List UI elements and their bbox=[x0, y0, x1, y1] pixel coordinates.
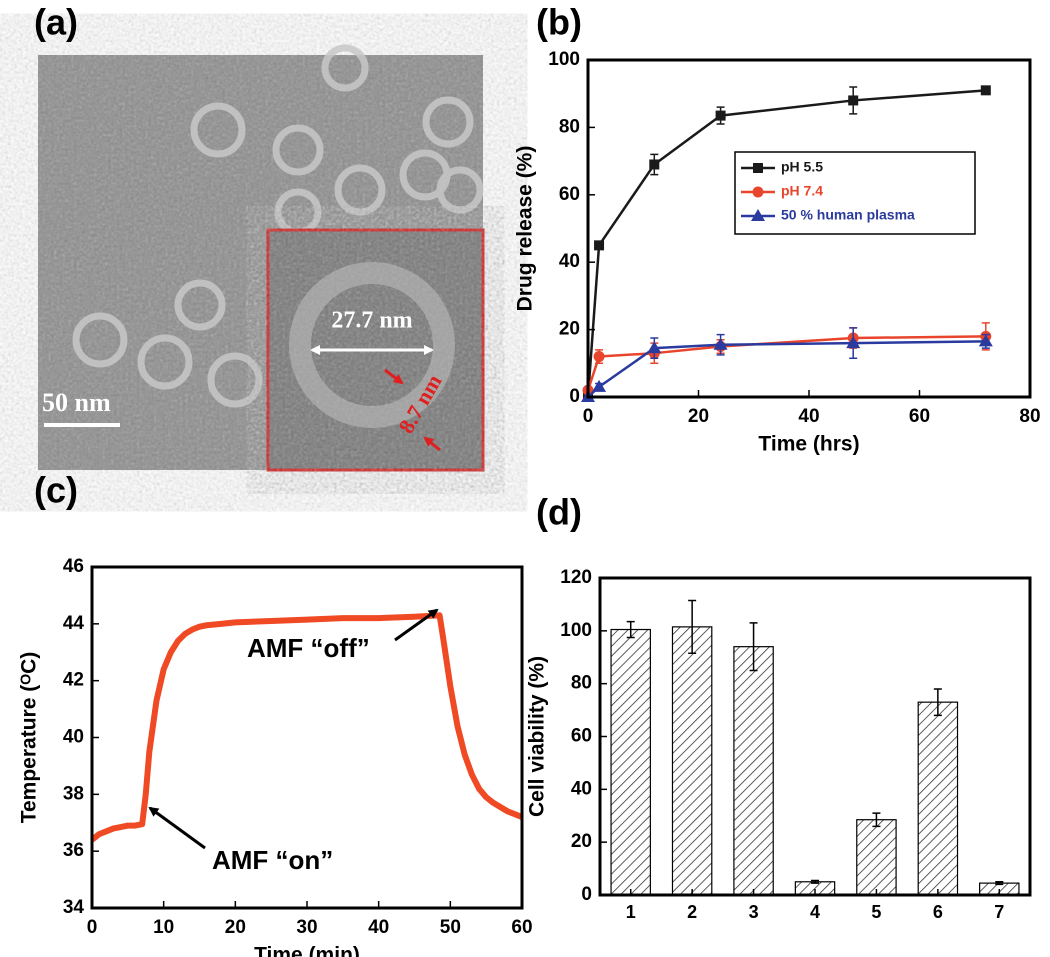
x-tick-label: 50 bbox=[440, 917, 461, 938]
x-tick-label: 4 bbox=[810, 902, 820, 922]
y-axis-label: Temperature (ᴼC) bbox=[18, 652, 41, 824]
x-tick-label: 20 bbox=[225, 917, 246, 938]
error-bar bbox=[749, 622, 758, 672]
panel-label: (d) bbox=[536, 492, 582, 533]
x-tick-label: 1 bbox=[626, 902, 636, 922]
x-tick-label: 40 bbox=[368, 917, 389, 938]
bar bbox=[917, 701, 959, 896]
plot-frame bbox=[598, 576, 1032, 897]
y-tick-label: 80 bbox=[559, 116, 580, 137]
error-bar bbox=[688, 599, 697, 655]
series-line bbox=[586, 335, 986, 391]
x-tick-label: 0 bbox=[583, 406, 594, 427]
y-axis-label: Drug release (%) bbox=[514, 146, 537, 312]
error-bar bbox=[872, 812, 881, 828]
y-tick-label: 46 bbox=[63, 556, 84, 577]
x-tick-label: 5 bbox=[871, 902, 881, 922]
x-tick-label: 6 bbox=[933, 902, 943, 922]
marker bbox=[978, 334, 993, 347]
x-tick-label: 30 bbox=[296, 917, 317, 938]
y-tick-label: 60 bbox=[559, 184, 580, 205]
y-axis-label: Cell viability (%) bbox=[526, 656, 549, 817]
error-bar bbox=[995, 881, 1004, 886]
y-tick-label: 60 bbox=[571, 726, 592, 747]
annotation-arrow bbox=[394, 608, 439, 642]
marker bbox=[592, 379, 607, 392]
marker bbox=[649, 159, 660, 170]
y-tick-label: 20 bbox=[559, 319, 580, 340]
diameter-label: 27.7 nm bbox=[331, 308, 412, 334]
series-line bbox=[90, 612, 524, 843]
series-line bbox=[587, 340, 986, 398]
x-tick-label: 80 bbox=[1019, 406, 1040, 427]
scale-label: 50 nm bbox=[42, 388, 111, 417]
marker bbox=[647, 341, 662, 354]
marker bbox=[980, 85, 991, 96]
bar bbox=[610, 628, 651, 896]
x-tick-label: 60 bbox=[909, 406, 930, 427]
x-tick-label: 7 bbox=[994, 902, 1004, 922]
x-axis-label: Time (hrs) bbox=[758, 433, 859, 456]
annotation: AMF “on” bbox=[212, 845, 333, 875]
bar bbox=[671, 626, 713, 896]
y-tick-label: 80 bbox=[571, 673, 592, 694]
marker bbox=[593, 351, 605, 363]
x-tick-label: 20 bbox=[688, 406, 709, 427]
y-tick-label: 0 bbox=[581, 884, 592, 905]
tem-image: 50 nm 27.7 nm 8.7 nm bbox=[38, 44, 485, 472]
marker bbox=[715, 110, 726, 121]
legend-label: 50 % human plasma bbox=[781, 207, 915, 223]
y-tick-label: 100 bbox=[560, 620, 592, 641]
y-tick-label: 38 bbox=[63, 783, 84, 804]
x-tick-label: 2 bbox=[687, 902, 697, 922]
y-tick-label: 0 bbox=[569, 386, 580, 407]
y-tick-label: 42 bbox=[63, 670, 84, 691]
y-tick-label: 120 bbox=[560, 567, 592, 588]
error-bar bbox=[811, 879, 819, 884]
x-tick-label: 10 bbox=[153, 917, 174, 938]
panel-label: (b) bbox=[536, 2, 582, 43]
x-tick-label: 60 bbox=[511, 917, 532, 938]
legend-label: pH 5.5 bbox=[781, 159, 823, 175]
y-tick-label: 20 bbox=[571, 831, 592, 852]
x-tick-label: 40 bbox=[798, 406, 819, 427]
annotation-arrow bbox=[148, 806, 206, 850]
panel-label: (c) bbox=[34, 470, 78, 511]
y-tick-label: 36 bbox=[63, 840, 84, 861]
series-line bbox=[586, 89, 986, 398]
legend-marker bbox=[753, 163, 763, 173]
y-tick-label: 100 bbox=[548, 49, 580, 70]
annotation: AMF “off” bbox=[247, 633, 370, 663]
marker bbox=[846, 336, 861, 349]
y-tick-label: 40 bbox=[571, 778, 592, 799]
y-tick-label: 40 bbox=[63, 727, 84, 748]
y-tick-label: 34 bbox=[63, 897, 85, 918]
legend-label: pH 7.4 bbox=[781, 183, 823, 199]
panel-label: (a) bbox=[34, 2, 78, 43]
bar bbox=[856, 819, 897, 896]
marker bbox=[848, 95, 859, 106]
error-bar bbox=[626, 620, 635, 639]
marker bbox=[594, 240, 605, 251]
y-tick-label: 40 bbox=[559, 251, 580, 272]
bar bbox=[733, 646, 774, 896]
legend-marker bbox=[752, 186, 764, 198]
y-tick-label: 44 bbox=[63, 613, 85, 634]
x-tick-label: 3 bbox=[749, 902, 759, 922]
error-bar bbox=[933, 688, 942, 717]
legend-marker bbox=[751, 209, 765, 221]
x-tick-label: 0 bbox=[87, 917, 98, 938]
marker bbox=[713, 337, 728, 350]
x-axis-label: Time (min) bbox=[254, 944, 360, 957]
